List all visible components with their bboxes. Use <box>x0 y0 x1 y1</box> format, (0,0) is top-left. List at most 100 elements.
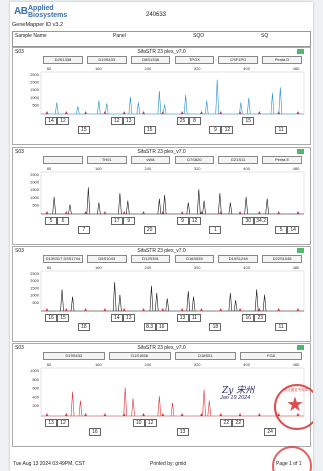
allele-call: 14 <box>110 314 123 322</box>
allele-peak <box>68 204 72 215</box>
size-standard-peak <box>161 413 165 416</box>
allele-peak <box>97 100 101 115</box>
x-tick-label: 320 <box>194 166 201 171</box>
allele-peak <box>218 193 222 215</box>
document-id: 240633 <box>146 12 167 18</box>
panel-1: S03 SifaSTR 23 plex_v7.0 D2S1338 D19S433 D8S… <box>12 47 311 145</box>
x-tick-label: 160 <box>95 265 102 270</box>
plot-frame <box>40 171 305 215</box>
allele-peak <box>118 193 122 215</box>
allele-call: 17 <box>110 217 123 225</box>
panel-3: S03 SifaSTR 23 plex_v7.0 D13S317 D3S1744 D6… <box>12 246 311 342</box>
status-flag <box>297 49 304 54</box>
allele-peak <box>112 282 117 312</box>
allele-call: 34.2 <box>254 217 268 225</box>
size-standard-peak <box>219 211 223 214</box>
allele-call: 1 <box>209 226 222 234</box>
allele-call: 12 <box>188 217 201 225</box>
size-standard-peak <box>103 111 107 114</box>
y-tick-label: 2500 <box>30 72 40 77</box>
size-standard-peak <box>180 211 184 214</box>
footer-timestamp: Tue Aug 13 2024 03:49PM, CST <box>13 461 86 467</box>
allele-call: 12 <box>144 419 157 427</box>
allele-call: 8.3 <box>143 323 156 331</box>
allele-call: 12 <box>221 126 234 134</box>
allele-peak <box>170 402 175 417</box>
size-standard-peak <box>64 413 68 416</box>
status-flag <box>297 248 304 253</box>
size-standard-peak <box>296 111 300 114</box>
logo-mark: AB <box>14 6 28 17</box>
allele-call: 16 <box>88 428 101 436</box>
size-standard-peak <box>142 413 146 416</box>
allele-peak <box>162 104 167 115</box>
y-tick-label: 500 <box>32 102 39 107</box>
size-standard-peak <box>45 308 49 311</box>
size-standard-peak <box>296 211 300 214</box>
x-tick-label: 480 <box>293 66 300 71</box>
signature-date: Jan 19 2024 <box>220 395 251 401</box>
header-panel: Panel <box>113 33 126 39</box>
allele-peak <box>70 391 75 417</box>
y-tick-label: 1000 <box>30 195 40 200</box>
size-standard-peak <box>64 308 68 311</box>
allele-peak <box>246 98 251 115</box>
allele-call: 20 <box>143 226 156 234</box>
marker-label: Penta E <box>262 156 302 164</box>
allele-peak <box>125 200 130 215</box>
plot-frame <box>40 270 305 312</box>
size-standard-peak <box>180 111 184 114</box>
y-tick-label: 2000 <box>30 278 40 283</box>
x-tick-label: 80 <box>47 166 52 171</box>
size-standard-peak <box>199 111 203 114</box>
marker-label: Penta D <box>262 56 302 64</box>
allele-peak <box>131 398 135 417</box>
allele-call: 13 <box>122 117 135 125</box>
allele-peak <box>118 294 122 312</box>
marker-label: TH01 <box>86 156 127 164</box>
x-tick-label: 160 <box>95 362 102 367</box>
status-flag <box>297 345 304 350</box>
size-standard-peak <box>45 211 49 214</box>
allele-peak <box>186 202 191 215</box>
size-standard-peak <box>122 413 126 416</box>
y-tick-label: 2000 <box>30 80 40 85</box>
allele-peak <box>202 389 206 417</box>
allele-call: 12 <box>110 117 123 125</box>
logo-line1: Applied <box>28 5 54 12</box>
x-tick-label: 160 <box>95 66 102 71</box>
allele-call: 15 <box>143 126 156 134</box>
y-tick-label: 600 <box>32 386 39 391</box>
marker-label: D19S433 <box>43 352 105 360</box>
official-seal-partial <box>272 446 312 471</box>
sample-header: Sample Name Panel SQO SQ <box>12 31 311 47</box>
allele-peak <box>204 100 209 115</box>
size-standard-peak <box>161 211 165 214</box>
electropherogram: 80 160 240 320 400 480 1000 800 600 400 200 <box>30 362 305 417</box>
size-standard-peak <box>219 308 223 311</box>
allele-call: 16 <box>45 314 57 322</box>
allele-call: 9 <box>209 126 222 134</box>
allele-peak <box>215 79 220 115</box>
size-standard-peak <box>257 111 261 114</box>
size-standard-peak <box>84 308 88 311</box>
marker-label: D8S1338 <box>130 56 171 64</box>
size-standard-peak <box>161 111 165 114</box>
size-standard-peak <box>257 308 261 311</box>
allele-call: 12 <box>57 117 69 125</box>
allele-call: 9 <box>176 217 189 225</box>
marker-label: D10S1248 <box>218 255 259 263</box>
allele-peak <box>78 400 83 417</box>
x-tick-label: 400 <box>243 265 250 270</box>
size-standard-peak <box>64 111 68 114</box>
allele-call: 24 <box>264 428 277 436</box>
allele-peak <box>244 196 248 215</box>
size-standard-peak <box>238 111 242 114</box>
panel-4: S03 SifaSTR 23 plex_v7.0 D19S433 D1S1656 D18… <box>12 343 311 447</box>
logo-text: Applied Biosystems <box>28 5 67 19</box>
marker-label: D1S1656 <box>108 352 171 360</box>
allele-peak <box>207 400 212 417</box>
x-tick-label: 240 <box>144 166 151 171</box>
allele-call: 18 <box>77 323 90 331</box>
allele-peak <box>239 102 243 115</box>
